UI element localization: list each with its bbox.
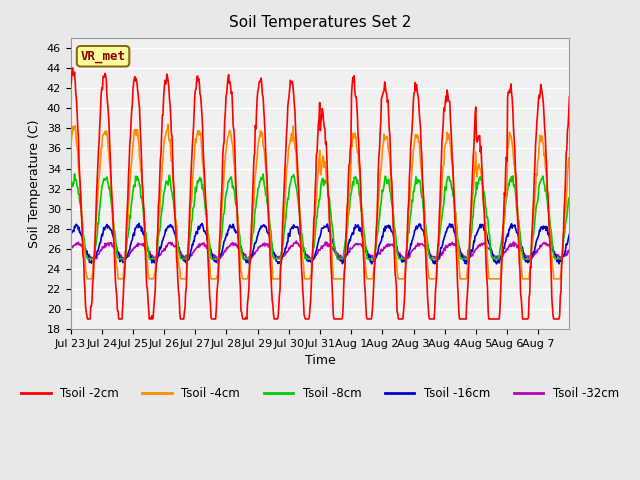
X-axis label: Time: Time: [305, 354, 335, 367]
Legend: Tsoil -2cm, Tsoil -4cm, Tsoil -8cm, Tsoil -16cm, Tsoil -32cm: Tsoil -2cm, Tsoil -4cm, Tsoil -8cm, Tsoi…: [17, 382, 623, 405]
Y-axis label: Soil Temperature (C): Soil Temperature (C): [28, 120, 41, 248]
Title: Soil Temperatures Set 2: Soil Temperatures Set 2: [229, 15, 411, 30]
Text: VR_met: VR_met: [81, 50, 125, 63]
